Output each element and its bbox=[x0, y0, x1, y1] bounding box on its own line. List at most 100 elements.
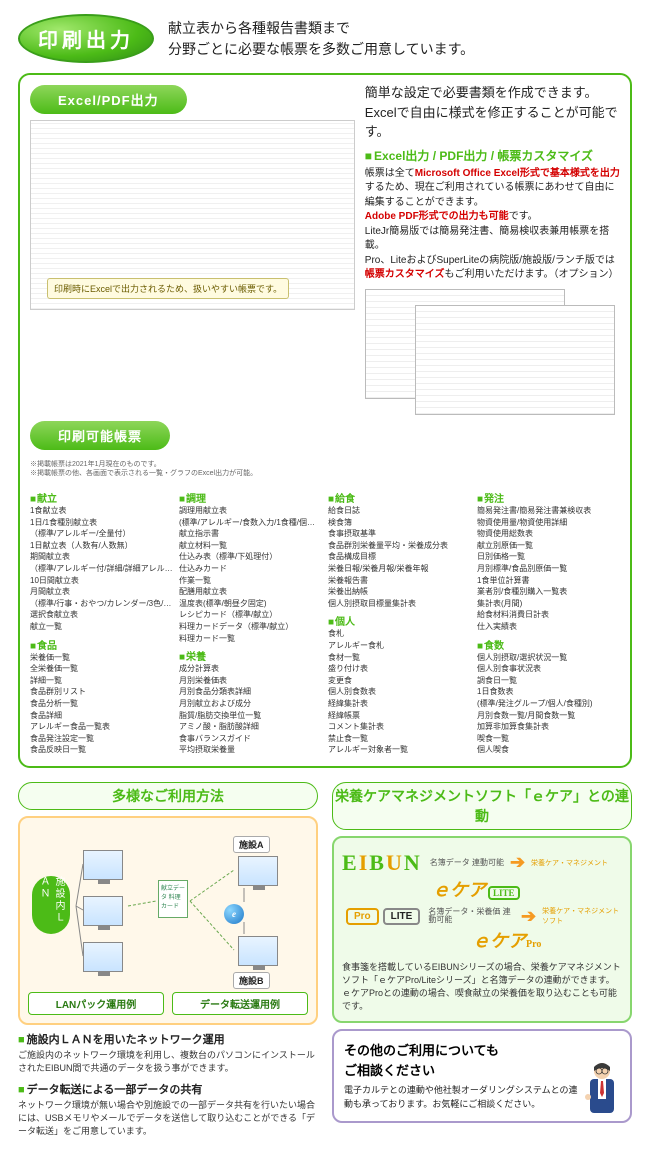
list-item: レシピカード（標準/献立） bbox=[179, 609, 322, 621]
list-item: 集計表(月間) bbox=[477, 598, 620, 610]
list-item: 業者別/食種別購入一覧表 bbox=[477, 586, 620, 598]
list-section-title: 給食 bbox=[328, 490, 471, 505]
tab-excel-pdf: Excel/PDF出力 bbox=[30, 85, 187, 114]
list-item: 食品反映日一覧 bbox=[30, 744, 173, 756]
header-line2: 分野ごとに必要な帳票を多数ご用意しています。 bbox=[168, 39, 474, 60]
list-item: 月別食数一覧/月間食数一覧 bbox=[477, 710, 620, 722]
list-item: 食品群別リスト bbox=[30, 686, 173, 698]
list-item: 月別食品分類表詳細 bbox=[179, 686, 322, 698]
list-item: 簡易発注書/簡易発注書兼検収表 bbox=[477, 505, 620, 517]
run-tab-transfer: データ転送運用例 bbox=[172, 992, 308, 1015]
list-item: 食品構成目標 bbox=[328, 551, 471, 563]
list-item: 栄養報告書 bbox=[328, 575, 471, 587]
list-item: 経緯集計表 bbox=[328, 698, 471, 710]
list-item: 調食日一覧 bbox=[477, 675, 620, 687]
list-item: 禁止食一覧 bbox=[328, 733, 471, 745]
list-section-title: 栄養 bbox=[179, 648, 322, 663]
tab-printable-forms: 印刷可能帳票 bbox=[30, 421, 170, 450]
intro-line2: Excelで自由に様式を修正することが可能です。 bbox=[365, 103, 620, 142]
list-item: 献立材料一覧 bbox=[179, 540, 322, 552]
desc4: Pro、LiteおよびSuperLiteの病院版/施設版/ランチ版では帳票カスタ… bbox=[365, 254, 620, 283]
list-item: 食札 bbox=[328, 628, 471, 640]
list-item: 1日献立表（人数有/人数無） bbox=[30, 540, 173, 552]
list-item: 日別価格一覧 bbox=[477, 551, 620, 563]
list-item: 仕込み表（標準/下処理付） bbox=[179, 551, 322, 563]
list-section-title: 献立 bbox=[30, 490, 173, 505]
list-item: 1食献立表 bbox=[30, 505, 173, 517]
usage-p1: ご施設内のネットワーク環境を利用し、複数台のパソコンにインストールされたEIBU… bbox=[18, 1049, 318, 1075]
sample-sheet-large: 印刷時にExcelで出力されるため、扱いやすい帳票です。 bbox=[30, 120, 355, 310]
usage-title: 多様なご利用方法 bbox=[18, 782, 318, 810]
list-item: （標準/行事・おやつ/カレンダー/3色/6群） bbox=[30, 598, 173, 610]
list-items: 給食日誌検食簿食事摂取基準食品群別栄養量平均・栄養成分表食品構成目標栄養日報/栄… bbox=[328, 505, 471, 609]
list-column: 調理調理用献立表(標準/アレルギー/食数入力/1食種/個人表記)献立指示書献立材… bbox=[179, 486, 322, 756]
header-line1: 献立表から各種報告書類まで bbox=[168, 18, 474, 39]
list-column: 献立1食献立表1日/1食種別献立表（標準/アレルギー/全量付）1日献立表（人数有… bbox=[30, 486, 173, 756]
list-item: アミノ酸・脂肪酸詳細 bbox=[179, 721, 322, 733]
eibun-logo: EIBUN bbox=[342, 850, 422, 876]
list-item: 給食日誌 bbox=[328, 505, 471, 517]
link-label-1: 名簿データ 連動可能 bbox=[430, 859, 504, 867]
intro-line1: 簡単な設定で必要書類を作成できます。 bbox=[365, 83, 620, 103]
link-label-2: 名簿データ・栄養価 連動可能 bbox=[428, 908, 515, 924]
header-text: 献立表から各種報告書類まで 分野ごとに必要な帳票を多数ご用意しています。 bbox=[168, 18, 474, 60]
list-item: アレルギー対象者一覧 bbox=[328, 744, 471, 756]
list-item: 月別献立および成分 bbox=[179, 698, 322, 710]
usage-p2: ネットワーク環境が無い場合や別施設での一部データ共有を行いたい場合には、USBメ… bbox=[18, 1099, 318, 1138]
list-item: 栄養日報/栄養月報/栄養年報 bbox=[328, 563, 471, 575]
ecare-desc: 食事箋を搭載しているEIBUNシリーズの場合、栄養ケアマネジメントソフト「ｅケア… bbox=[342, 961, 622, 1013]
list-column: 発注簡易発注書/簡易発注書兼検収表物資使用量/物資使用詳細物資使用総数表献立別原… bbox=[477, 486, 620, 756]
list-item: 仕込みカード bbox=[179, 563, 322, 575]
list-items: 個人別摂取/選択状況一覧個人別食事状況表調食日一覧1日食数表(標準/発注グループ… bbox=[477, 652, 620, 756]
list-item: 献立指示書 bbox=[179, 528, 322, 540]
list-item: 個人別食数表 bbox=[328, 686, 471, 698]
list-section-title: 発注 bbox=[477, 490, 620, 505]
list-item: 食品分析一覧 bbox=[30, 698, 173, 710]
arrow-icon: ➔ bbox=[515, 906, 542, 927]
list-section-title: 食品 bbox=[30, 637, 173, 652]
list-items: 簡易発注書/簡易発注書兼検収表物資使用量/物資使用詳細物資使用総数表献立別原価一… bbox=[477, 505, 620, 633]
list-item: 食事バランスガイド bbox=[179, 733, 322, 745]
list-item: 加算非加算食集計表 bbox=[477, 721, 620, 733]
list-section-title: 食数 bbox=[477, 637, 620, 652]
list-item: 献立別原価一覧 bbox=[477, 540, 620, 552]
list-item: アレルギー食品一覧表 bbox=[30, 721, 173, 733]
intro-text: 簡単な設定で必要書類を作成できます。 Excelで自由に様式を修正することが可能… bbox=[365, 83, 620, 142]
list-item: 1日/1食種別献立表 bbox=[30, 517, 173, 529]
list-item: コメント集計表 bbox=[328, 721, 471, 733]
arrow-icon: ➔ bbox=[504, 852, 531, 873]
list-item: 栄養出納帳 bbox=[328, 586, 471, 598]
consult-body: 電子カルテとの連動や他社製オーダリングシステムとの連動も承っております。お気軽に… bbox=[344, 1084, 580, 1111]
list-item: 物資使用総数表 bbox=[477, 528, 620, 540]
list-item: 温度表(標準/朝昼夕固定) bbox=[179, 598, 322, 610]
list-item: 1日食数表 bbox=[477, 686, 620, 698]
list-item: 献立一覧 bbox=[30, 621, 173, 633]
list-item: 配膳用献立表 bbox=[179, 586, 322, 598]
sub-heading: Excel出力 / PDF出力 / 帳票カスタマイズ bbox=[365, 148, 620, 165]
list-section-title: 個人 bbox=[328, 613, 471, 628]
list-item: 期間献立表 bbox=[30, 551, 173, 563]
ecare-logo: ｅケアLITE bbox=[432, 876, 520, 902]
list-items: 調理用献立表(標準/アレルギー/食数入力/1食種/個人表記)献立指示書献立材料一… bbox=[179, 505, 322, 644]
list-item: 変更食 bbox=[328, 675, 471, 687]
list-item: 作業一覧 bbox=[179, 575, 322, 587]
run-tab-lan: LANパック運用例 bbox=[28, 992, 164, 1015]
list-item: 月間献立表 bbox=[30, 586, 173, 598]
usage-h1: 施設内ＬＡＮを用いたネットワーク運用 bbox=[18, 1031, 318, 1047]
usage-diagram: 施設内ＬＡＮ 献立データ 料理カード 施設A e 施設B bbox=[28, 826, 308, 986]
list-item: 月別栄養価表 bbox=[179, 675, 322, 687]
list-items: 1食献立表1日/1食種別献立表（標準/アレルギー/全量付）1日献立表（人数有/人… bbox=[30, 505, 173, 633]
list-item: 栄養価一覧 bbox=[30, 652, 173, 664]
list-item: 平均摂取栄養量 bbox=[179, 744, 322, 756]
list-item: （標準/アレルギー/全量付） bbox=[30, 528, 173, 540]
list-item: 喫食一覧 bbox=[477, 733, 620, 745]
list-item: 個人別摂取目標量集計表 bbox=[328, 598, 471, 610]
diagram-lines bbox=[28, 826, 308, 986]
footnote: ※掲載帳票は2021年1月現在のものです。 ※掲載帳票の他、各画面で表示される一… bbox=[30, 460, 620, 478]
list-item: 物資使用量/物資使用詳細 bbox=[477, 517, 620, 529]
list-item: 給食材料消費日計表 bbox=[477, 609, 620, 621]
ecare-logo: ｅケアPro bbox=[472, 927, 541, 953]
list-item: 食材一覧 bbox=[328, 652, 471, 664]
list-item: 脂質/脂肪交換単位一覧 bbox=[179, 710, 322, 722]
list-item: 全栄養価一覧 bbox=[30, 663, 173, 675]
